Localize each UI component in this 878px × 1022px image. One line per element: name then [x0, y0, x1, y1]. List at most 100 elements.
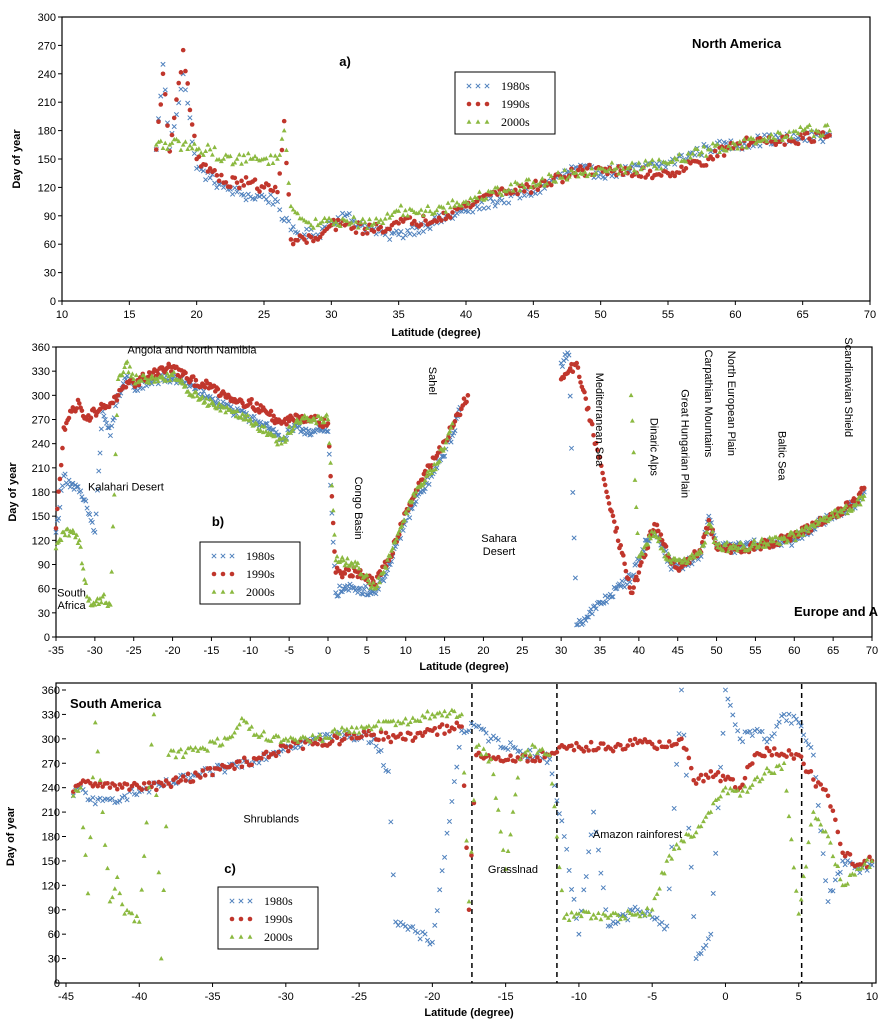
data-point — [664, 858, 670, 863]
data-point — [410, 738, 416, 744]
y-tick-label: 360 — [32, 342, 50, 354]
data-point — [436, 458, 442, 463]
data-point — [461, 396, 467, 401]
data-point — [409, 224, 415, 230]
data-point — [88, 834, 93, 840]
data-point — [532, 758, 538, 764]
data-point — [412, 493, 418, 498]
data-point — [645, 172, 651, 177]
legend-marker — [220, 589, 226, 594]
data-point — [165, 146, 170, 151]
data-point — [798, 754, 804, 759]
data-point — [239, 764, 245, 770]
data-point — [806, 839, 811, 845]
data-point — [598, 463, 604, 469]
data-point — [365, 592, 371, 598]
data-point — [796, 720, 802, 726]
data-point — [171, 124, 177, 130]
data-point — [131, 918, 137, 924]
data-point — [276, 749, 281, 755]
data-point — [661, 870, 667, 876]
data-point — [483, 751, 489, 756]
data-point — [504, 188, 509, 194]
data-point — [193, 770, 198, 776]
data-point — [431, 461, 437, 467]
data-point — [730, 712, 736, 718]
data-point — [338, 571, 344, 576]
data-point — [824, 122, 830, 127]
data-point — [313, 420, 319, 426]
data-point — [96, 468, 102, 474]
data-point — [505, 848, 511, 854]
data-point — [789, 135, 794, 140]
data-point — [688, 765, 694, 771]
data-point — [596, 166, 601, 171]
data-point — [432, 210, 437, 215]
data-point — [178, 746, 184, 752]
data-point — [565, 350, 571, 356]
data-point — [354, 569, 359, 574]
panel-label: b) — [212, 514, 224, 529]
data-point — [483, 196, 489, 201]
data-point — [272, 184, 278, 190]
data-point — [783, 718, 790, 724]
series-2000s — [153, 122, 832, 230]
data-point — [198, 775, 203, 780]
data-point — [591, 809, 597, 815]
data-point — [175, 749, 181, 754]
data-point — [666, 551, 672, 556]
y-tick-label: 0 — [50, 296, 56, 308]
annotation-label: Carpathian Mountains — [702, 350, 714, 458]
legend-marker — [484, 101, 490, 107]
data-point — [613, 910, 618, 916]
data-point — [101, 591, 107, 597]
data-point — [588, 916, 594, 921]
data-point — [603, 746, 609, 752]
data-point — [568, 445, 575, 451]
data-point — [669, 856, 675, 861]
data-point — [168, 371, 174, 377]
legend-marker — [238, 898, 244, 904]
data-point — [155, 378, 161, 384]
data-point — [423, 208, 428, 213]
y-tick-label: 270 — [42, 758, 60, 770]
data-point — [385, 211, 390, 216]
data-point — [328, 217, 334, 223]
data-point — [246, 726, 252, 731]
data-point — [802, 126, 808, 132]
data-point — [335, 217, 341, 223]
annotation-label: Sahara — [481, 533, 517, 545]
data-point — [454, 764, 460, 770]
data-point — [609, 173, 615, 179]
data-point — [106, 425, 112, 431]
data-point — [816, 520, 822, 525]
data-point — [587, 171, 592, 177]
data-point — [432, 714, 438, 719]
data-point — [93, 511, 99, 517]
data-point — [203, 148, 209, 154]
data-point — [627, 585, 633, 590]
data-point — [674, 761, 680, 767]
y-tick-label: 150 — [32, 511, 50, 523]
data-point — [447, 428, 453, 434]
data-point — [625, 908, 631, 913]
data-point — [102, 417, 108, 423]
data-point — [663, 160, 669, 165]
data-point — [339, 738, 345, 743]
data-point — [633, 504, 639, 510]
data-point — [234, 180, 240, 185]
data-point — [308, 234, 314, 240]
data-point — [383, 565, 389, 570]
data-point — [241, 755, 247, 761]
x-tick-label: -20 — [165, 645, 181, 657]
data-point — [662, 744, 667, 750]
data-point — [658, 532, 664, 537]
data-point — [295, 739, 301, 744]
data-point — [354, 562, 359, 568]
data-point — [459, 711, 465, 717]
data-point — [630, 907, 636, 914]
data-point — [808, 822, 814, 827]
data-point — [429, 711, 435, 717]
data-point — [160, 71, 166, 77]
data-point — [273, 732, 279, 738]
